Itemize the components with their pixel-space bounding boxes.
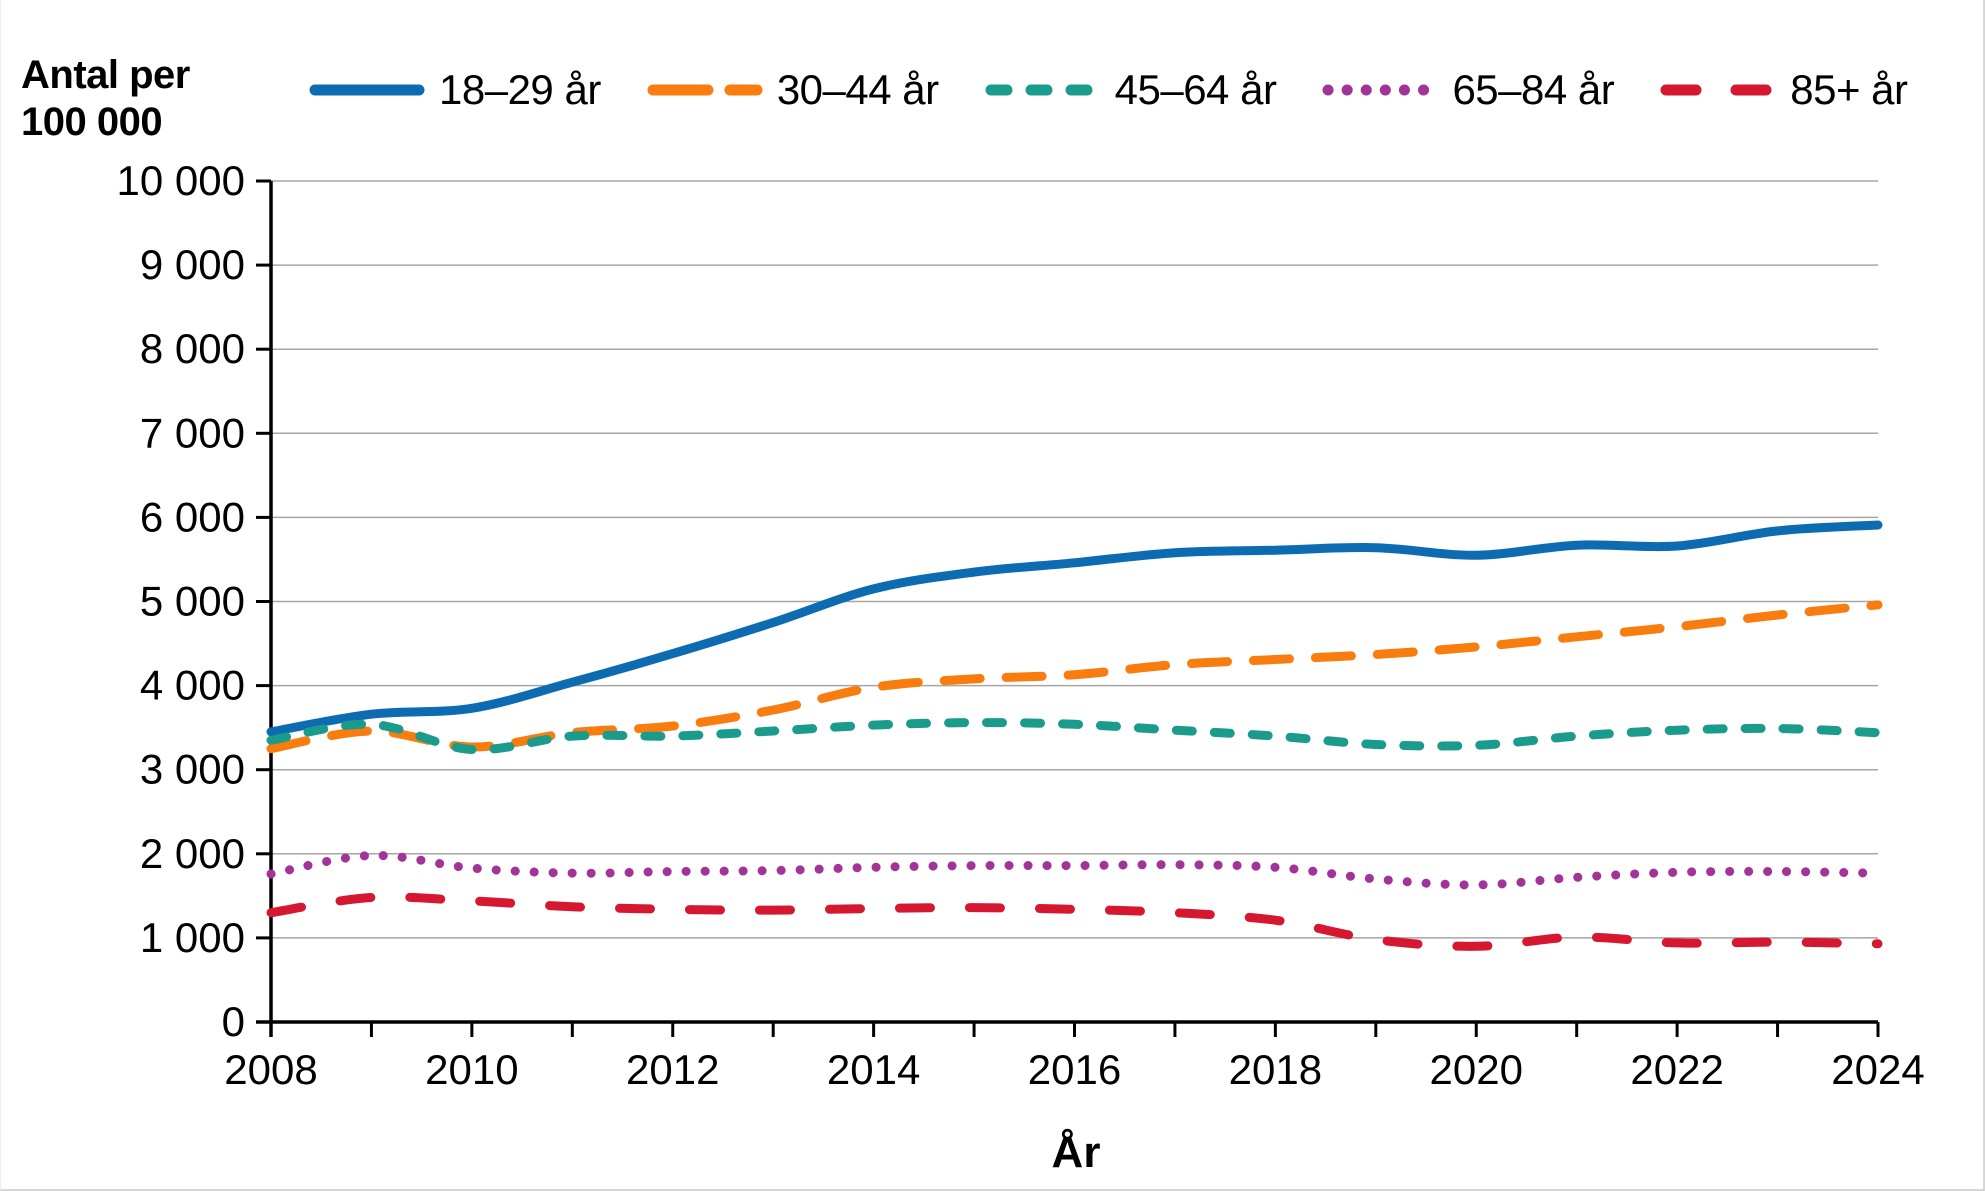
legend-item: 18–29 år	[309, 66, 601, 114]
legend-label: 18–29 år	[439, 66, 601, 113]
chart-legend: 18–29 år 30–44 år 45–64 år 65–84 år 85+ år	[309, 66, 1908, 114]
y-axis-title: Antal per 100 000	[21, 52, 190, 146]
x-axis-title: År	[1051, 1128, 1101, 1177]
y-tick-label: 8 000	[140, 325, 245, 372]
legend-item: 45–64 år	[985, 66, 1277, 114]
series-line-85+-r	[266, 892, 1883, 951]
legend-label: 45–64 år	[1114, 66, 1277, 113]
y-tick-label: 4 000	[140, 662, 245, 709]
series-line-45-64-r	[266, 718, 1883, 755]
legend-marker-icon	[647, 84, 763, 96]
x-tick-label: 2024	[1831, 1046, 1924, 1093]
legend-marker-icon	[1322, 84, 1438, 96]
y-tick-label: 0	[222, 998, 245, 1045]
y-tick-label: 7 000	[140, 409, 245, 456]
x-tick-label: 2014	[827, 1046, 920, 1093]
x-tick-label: 2008	[224, 1046, 317, 1093]
series-line-18-29-r	[266, 520, 1883, 737]
y-tick-label: 1 000	[140, 914, 245, 961]
x-tick-label: 2016	[1028, 1046, 1121, 1093]
y-axis-title-line2: 100 000	[21, 100, 163, 144]
y-tick-label: 10 000	[117, 157, 245, 204]
legend-marker-icon	[985, 84, 1101, 96]
legend-label: 30–44 år	[776, 66, 939, 113]
x-tick-label: 2010	[425, 1046, 518, 1093]
legend-item: 65–84 år	[1322, 66, 1615, 114]
y-tick-label: 3 000	[140, 746, 245, 793]
x-tick-label: 2018	[1229, 1046, 1322, 1093]
legend-marker-icon	[309, 84, 425, 96]
legend-marker-icon	[1660, 84, 1776, 96]
y-tick-label: 5 000	[140, 578, 245, 625]
y-tick-label: 6 000	[140, 493, 245, 540]
y-tick-label: 2 000	[140, 830, 245, 877]
x-tick-label: 2012	[626, 1046, 719, 1093]
legend-label: 65–84 år	[1452, 66, 1615, 113]
legend-item: 85+ år	[1660, 66, 1908, 114]
y-tick-label: 9 000	[140, 241, 245, 288]
legend-item: 30–44 år	[647, 66, 939, 114]
x-tick-label: 2020	[1430, 1046, 1523, 1093]
x-tick-label: 2022	[1630, 1046, 1723, 1093]
legend-label: 85+ år	[1790, 66, 1908, 113]
series-line-65-84-r	[266, 850, 1883, 890]
y-axis-title-line1: Antal per	[21, 53, 190, 97]
